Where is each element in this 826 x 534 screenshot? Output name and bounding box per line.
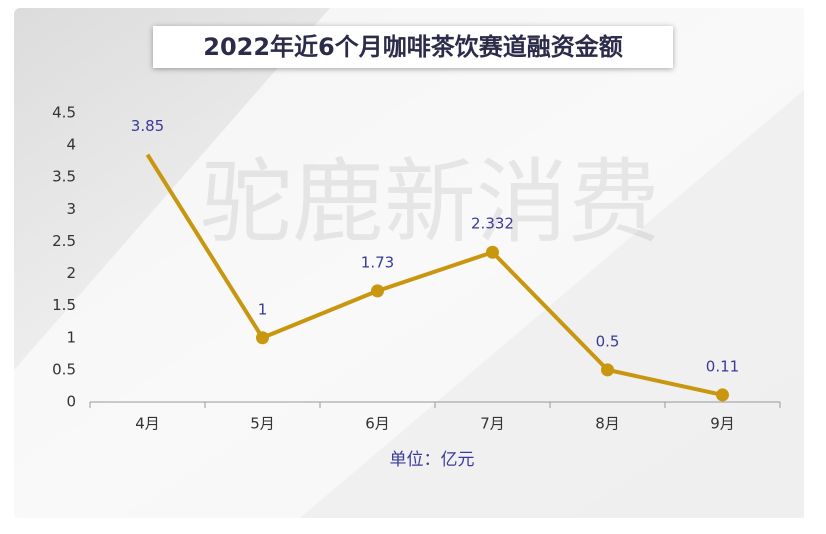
point — [486, 245, 499, 259]
bg-shape — [300, 90, 804, 518]
line — [145, 153, 723, 397]
y-tick-label: 2 — [66, 264, 76, 282]
y-tick-label: 1.5 — [52, 296, 76, 314]
value-label: 3.85 — [131, 117, 164, 135]
x-tick-label: 7月 — [480, 415, 505, 433]
y-tick-label: 2.5 — [52, 232, 76, 250]
y-tick-label: 0.5 — [52, 360, 76, 378]
y-tick-label: 3.5 — [52, 168, 76, 186]
point — [371, 284, 384, 298]
value-label: 2.332 — [471, 215, 514, 233]
y-tick-label: 4.5 — [52, 104, 76, 122]
x-tick-label: 8月 — [595, 415, 620, 433]
title-box — [153, 26, 673, 68]
y-tick-label: 0 — [66, 393, 76, 411]
point — [256, 331, 269, 345]
point — [716, 388, 729, 402]
watermark: 驼鹿新消费 — [200, 149, 660, 256]
y-tick-label: 1 — [66, 328, 76, 346]
x-tick-label: 5月 — [250, 415, 275, 433]
value-label: 1.73 — [361, 253, 394, 271]
y-tick-label: 3 — [66, 200, 76, 218]
value-label: 0.5 — [596, 332, 620, 350]
x-tick-label: 6月 — [365, 415, 390, 433]
y-tick-label: 4 — [66, 136, 76, 154]
x-axis-label: 单位：亿元 — [390, 450, 475, 470]
chart-title: 2022年近6个月咖啡茶饮赛道融资金额 — [203, 33, 623, 61]
x-tick-label: 4月 — [135, 415, 160, 433]
x-tick-label: 9月 — [710, 415, 735, 433]
value-label: 1 — [258, 300, 268, 318]
point — [601, 363, 614, 377]
value-label: 0.11 — [706, 357, 739, 375]
